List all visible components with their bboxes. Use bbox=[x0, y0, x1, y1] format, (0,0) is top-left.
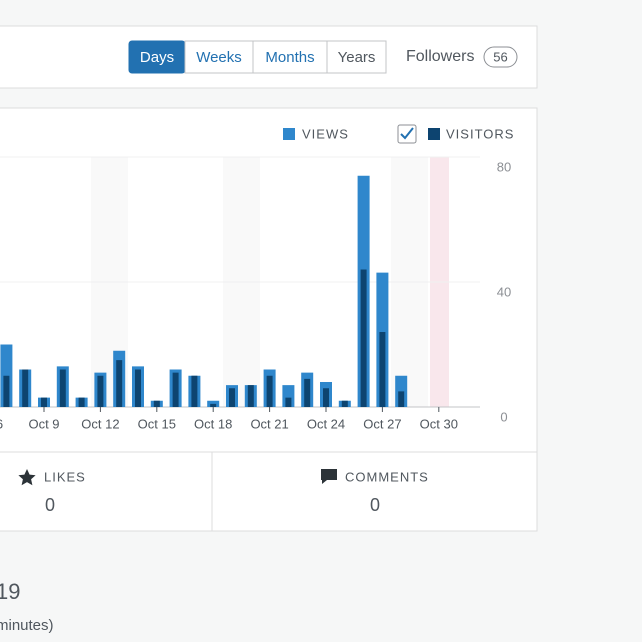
stat-value: 0 bbox=[370, 495, 380, 515]
y-tick-label: 40 bbox=[497, 284, 511, 299]
chart-card bbox=[0, 107, 538, 532]
legend-label: VIEWS bbox=[302, 126, 349, 141]
plot: 0 40 80 Oct 6 Oct 9 Oct 12 Oct 15 Oct 18 Oct 21 O… bbox=[0, 156, 511, 431]
stat-label: LIKES bbox=[44, 469, 86, 484]
bar[interactable] bbox=[191, 375, 198, 407]
stat-label: COMMENTS bbox=[345, 469, 429, 484]
bar[interactable] bbox=[379, 332, 386, 407]
bar[interactable] bbox=[210, 403, 217, 407]
bar[interactable] bbox=[360, 269, 367, 408]
tab-label[interactable]: Days bbox=[140, 49, 174, 66]
y-tick-label: 0 bbox=[500, 409, 507, 424]
x-tick-label: Oct 9 bbox=[28, 416, 59, 431]
bar[interactable] bbox=[341, 400, 348, 407]
bar[interactable] bbox=[229, 388, 235, 407]
followers-count[interactable]: 56 bbox=[493, 49, 507, 64]
stat-value: 0 bbox=[45, 495, 55, 515]
bar[interactable] bbox=[398, 391, 405, 407]
bar[interactable] bbox=[285, 397, 292, 407]
period-tabs: Days Weeks Months Years bbox=[128, 40, 387, 74]
tab-label[interactable]: Weeks bbox=[196, 49, 242, 66]
x-tick-label: Oct 15 bbox=[138, 416, 176, 431]
bar[interactable] bbox=[59, 369, 66, 408]
tab-label[interactable]: Years bbox=[338, 49, 376, 66]
bar[interactable] bbox=[304, 378, 311, 407]
x-tick-label: Oct 21 bbox=[250, 416, 288, 431]
bar[interactable] bbox=[323, 388, 329, 407]
y-tick-label: 80 bbox=[497, 159, 511, 174]
checkmark bbox=[400, 127, 414, 140]
bar[interactable] bbox=[172, 372, 179, 407]
bar[interactable] bbox=[116, 360, 123, 407]
x-tick-label: Oct 24 bbox=[307, 416, 345, 431]
x-tick-label: Oct 12 bbox=[81, 416, 119, 431]
legend-swatch bbox=[283, 128, 295, 140]
followers-label[interactable]: Followers bbox=[406, 48, 474, 65]
bar[interactable] bbox=[97, 375, 104, 407]
summary-note: minutes) bbox=[0, 617, 54, 634]
likes-icon bbox=[18, 469, 36, 486]
bar[interactable] bbox=[41, 397, 47, 407]
tab-label[interactable]: Months bbox=[265, 49, 314, 66]
comments-icon bbox=[321, 469, 337, 484]
x-tick-label: Oct 27 bbox=[363, 416, 401, 431]
x-tick-label: Oct 6 bbox=[0, 416, 3, 431]
summary-value: 19 bbox=[0, 579, 20, 604]
bar[interactable] bbox=[153, 400, 160, 407]
bar[interactable] bbox=[3, 375, 10, 407]
followers-badge[interactable] bbox=[483, 46, 518, 68]
bar[interactable] bbox=[78, 397, 85, 407]
bar[interactable] bbox=[266, 375, 273, 407]
legend-swatch bbox=[428, 128, 440, 140]
x-tick-label: Oct 18 bbox=[194, 416, 232, 431]
bar[interactable] bbox=[135, 369, 141, 408]
legend-label: VISITORS bbox=[446, 126, 514, 141]
tab[interactable] bbox=[252, 40, 328, 74]
x-tick-label: Oct 30 bbox=[420, 416, 458, 431]
tab[interactable] bbox=[184, 40, 254, 74]
bar[interactable] bbox=[247, 385, 254, 407]
tab[interactable] bbox=[326, 40, 387, 74]
bar[interactable] bbox=[22, 369, 29, 408]
